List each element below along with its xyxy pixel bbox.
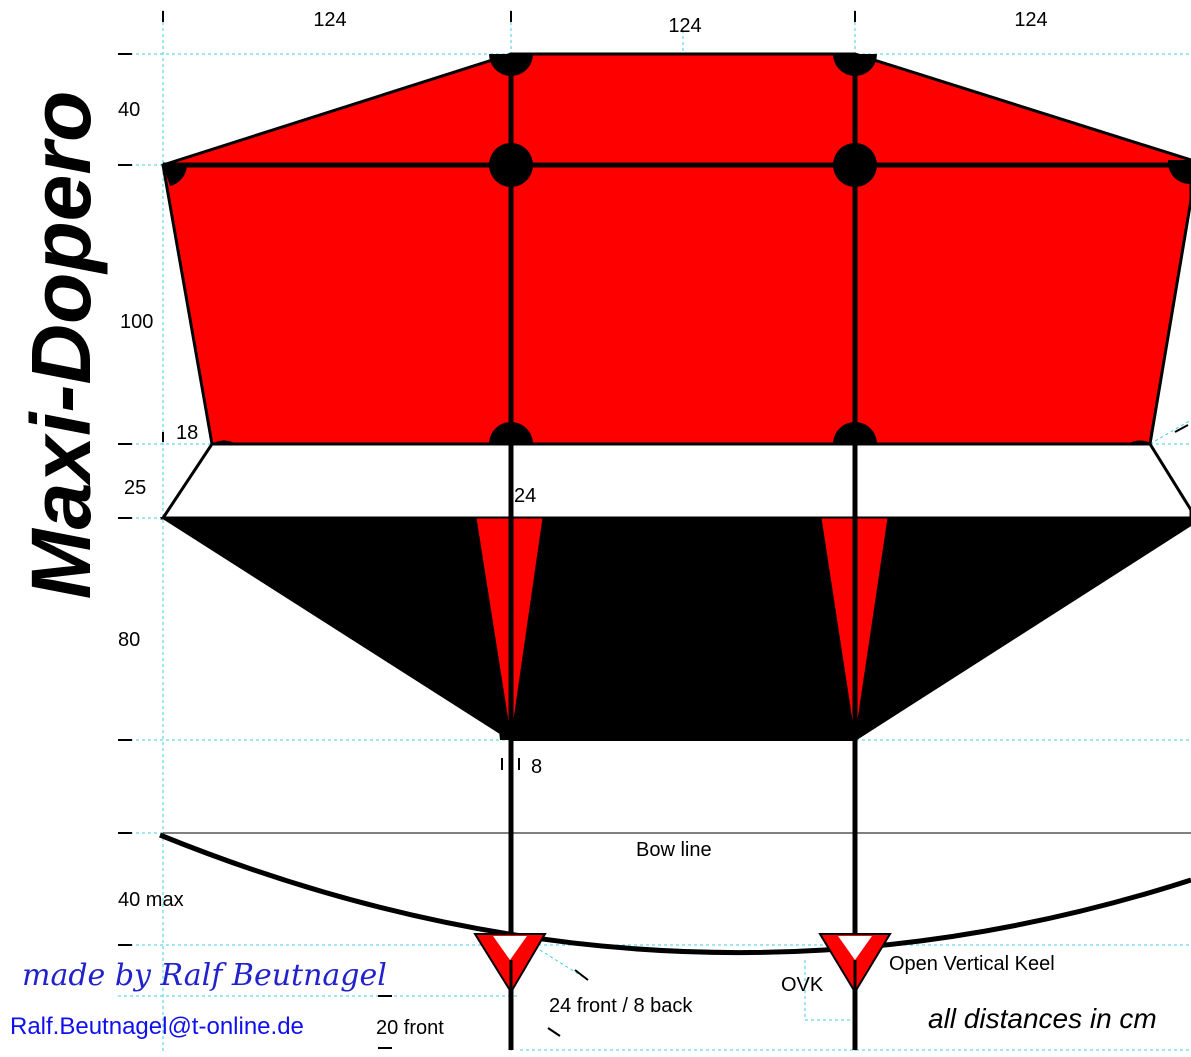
ovk-full-label: Open Vertical Keel	[889, 953, 1055, 975]
kite-title: Maxi-Dopero	[14, 91, 108, 600]
reinforcement-patches	[163, 54, 1191, 444]
spar-top-label: 24	[514, 485, 536, 507]
width-label-left: 124	[313, 9, 346, 31]
author-email: Ralf.Beutnagel@t-online.de	[10, 1013, 304, 1040]
height-label-bow: 40 max	[118, 889, 184, 911]
left-keel	[473, 933, 547, 994]
height-label-top: 40	[118, 99, 140, 121]
bow-line-label: Bow line	[636, 839, 712, 861]
lower-panel	[159, 517, 1191, 741]
ovk-label: OVK	[781, 974, 824, 996]
corner-offset-label: 18	[176, 422, 198, 444]
spars	[163, 54, 1191, 1050]
height-label-keel: 20 front	[376, 1017, 444, 1039]
author-signature: made by Ralf Beutnagel	[22, 958, 387, 993]
width-label-center: 124	[668, 15, 701, 37]
bow-curve	[159, 832, 1191, 956]
spar-bottom-label: 8	[531, 756, 542, 778]
keel-size-label: 24 front / 8 back	[549, 995, 693, 1017]
upper-sail	[161, 52, 1191, 446]
height-label-lower: 80	[118, 629, 140, 651]
right-keel	[818, 933, 892, 994]
height-label-gap: 25	[124, 477, 146, 499]
middle-strip	[160, 442, 1191, 520]
units-note: all distances in cm	[928, 1003, 1157, 1034]
width-label-right: 124	[1014, 9, 1047, 31]
height-label-sail: 100	[120, 311, 153, 333]
